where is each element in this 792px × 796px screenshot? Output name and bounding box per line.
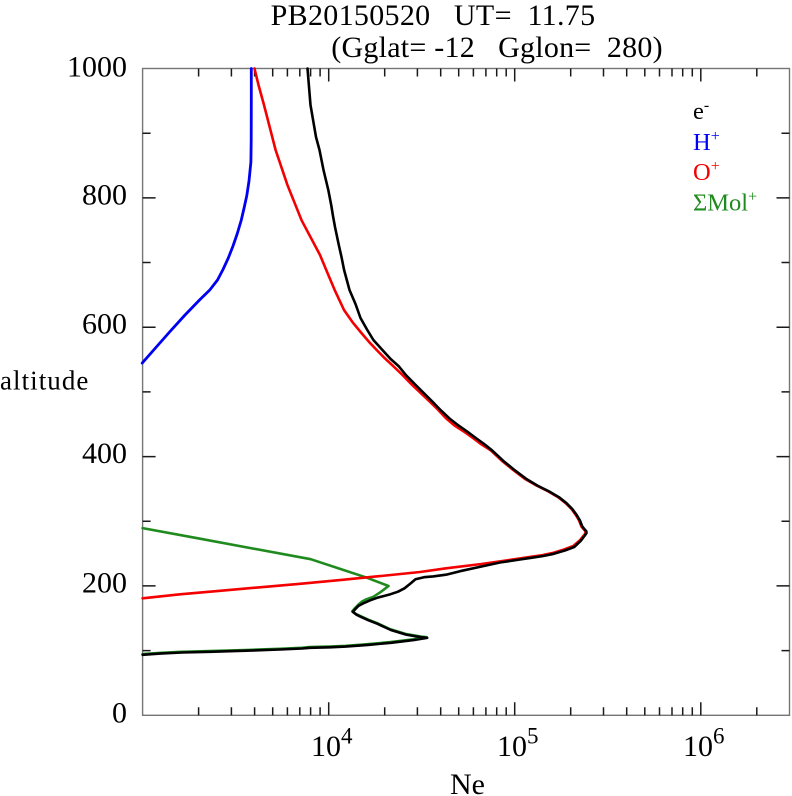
svg-text:e-: e-: [693, 97, 709, 125]
svg-text:200: 200: [82, 566, 127, 599]
svg-text:105: 105: [497, 723, 539, 763]
svg-text:altitude: altitude: [0, 366, 88, 396]
svg-text:ΣMol+: ΣMol+: [693, 189, 757, 217]
svg-text:400: 400: [82, 437, 127, 470]
svg-text:600: 600: [82, 308, 127, 341]
svg-text:PB20150520 UT= 11.75: PB20150520 UT= 11.75: [271, 0, 595, 32]
svg-text:800: 800: [82, 178, 127, 211]
svg-text:Ne: Ne: [450, 768, 485, 796]
svg-text:O+: O+: [693, 158, 720, 186]
svg-text:1000: 1000: [67, 50, 127, 83]
svg-text:(Gglat= -12 Gglon= 280): (Gglat= -12 Gglon= 280): [331, 31, 662, 64]
svg-text:0: 0: [112, 697, 127, 730]
svg-text:106: 106: [683, 723, 725, 763]
svg-text:104: 104: [311, 723, 353, 763]
svg-text:H+: H+: [693, 128, 720, 156]
